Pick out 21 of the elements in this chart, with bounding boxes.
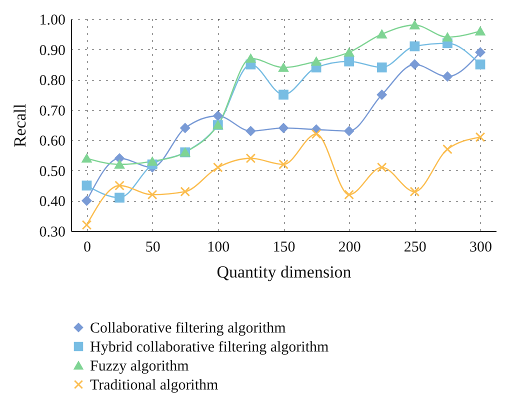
y-tick-label: 0.90 (39, 42, 66, 59)
y-tick-label: 0.80 (39, 73, 66, 90)
y-tick-label: 0.30 (39, 224, 66, 240)
legend-label: Collaborative filtering algorithm (90, 320, 286, 336)
legend-label: Fuzzy algorithm (90, 358, 190, 374)
y-tick-label: 0.60 (39, 134, 66, 150)
y-tick-label: 0.50 (39, 164, 66, 180)
x-tick-label: 150 (272, 240, 296, 256)
x-axis-title: Quantity dimension (216, 262, 352, 282)
x-tick-label: 250 (404, 240, 426, 256)
y-tick-label: 1.00 (39, 12, 66, 28)
legend-label: Hybrid collaborative filtering algorithm (90, 340, 330, 356)
x-tick-label: 200 (338, 240, 361, 256)
x-tick-label: 300 (470, 240, 492, 256)
legend-label: Traditional algorithm (90, 378, 219, 394)
x-tick-label: 0 (83, 240, 91, 256)
y-axis-title: Recall (10, 104, 30, 148)
y-tick-label: 0.40 (39, 194, 66, 210)
x-tick-label: 50 (145, 240, 160, 256)
y-tick-label: 0.70 (39, 103, 66, 120)
x-tick-label: 100 (207, 240, 230, 256)
